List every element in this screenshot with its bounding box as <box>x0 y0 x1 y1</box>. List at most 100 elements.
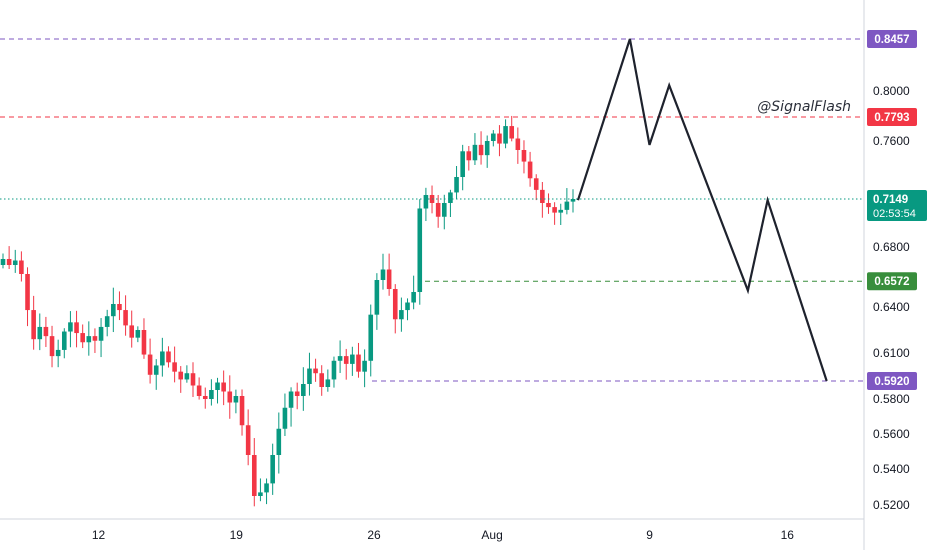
candle-body <box>533 178 539 190</box>
candle-body <box>411 292 416 303</box>
candle-body <box>111 304 116 317</box>
candle-body <box>160 351 165 366</box>
level-price-tag-text: 0.8457 <box>874 34 909 46</box>
candle-body <box>221 382 226 392</box>
candle-body <box>264 483 269 493</box>
candle-body <box>43 326 49 337</box>
candle-body <box>558 209 564 213</box>
candle-body <box>55 349 61 357</box>
candle-body <box>117 304 122 311</box>
candle-body <box>251 455 257 496</box>
price-axis[interactable]: 0.8000 0.7600 0.6800 0.6400 0.6100 0.5800 0.56… <box>873 84 910 512</box>
candle-body <box>392 289 398 320</box>
candle-body <box>417 208 423 292</box>
candle-body <box>491 133 496 141</box>
candle-body <box>86 336 92 343</box>
candle-body <box>239 396 245 426</box>
projection-path-line <box>576 38 828 382</box>
candle-body <box>282 407 288 429</box>
candle-body <box>233 396 239 403</box>
candle-body <box>441 202 447 217</box>
level-lines-layer <box>0 38 864 382</box>
level-price-tag <box>867 30 917 48</box>
candle-body <box>313 368 318 374</box>
candle-body <box>399 310 404 320</box>
candle-body <box>166 351 171 363</box>
candle-body <box>435 202 441 217</box>
candle-body <box>0 259 6 265</box>
time-tick-label: 12 <box>92 528 106 542</box>
price-tick-label: 0.6800 <box>873 240 910 254</box>
candle-body <box>31 310 36 340</box>
price-tick-label: 0.5400 <box>873 462 910 476</box>
candle-body <box>540 189 545 203</box>
candle-body <box>12 260 18 265</box>
candle-body <box>527 161 533 179</box>
candle-body <box>129 325 135 338</box>
price-tick-label: 0.5200 <box>873 498 910 512</box>
candle-body <box>288 391 294 408</box>
candle-body <box>454 177 459 193</box>
candle-body <box>448 192 453 203</box>
level-price-tag <box>867 372 917 390</box>
candle-body <box>196 385 202 396</box>
candle-body <box>466 151 472 161</box>
price-tick-label: 0.7600 <box>873 134 910 148</box>
price-tick-label: 0.6400 <box>873 300 910 314</box>
candle-body <box>270 455 275 484</box>
candle-body <box>325 379 331 387</box>
level-price-tag-text: 0.5920 <box>874 376 909 388</box>
candle-body <box>509 126 515 139</box>
price-tick-label: 0.6100 <box>873 346 910 360</box>
candle-body <box>98 326 104 341</box>
time-tick-label: 16 <box>781 528 795 542</box>
candle-body <box>92 336 98 341</box>
candle-body <box>202 396 208 399</box>
price-tick-label: 0.8000 <box>873 84 910 98</box>
time-axis[interactable]: 12 19 26 Aug 9 16 <box>92 528 794 542</box>
candle-body <box>350 354 355 364</box>
candle-body <box>478 144 484 156</box>
candle-body <box>515 138 521 151</box>
candle-body <box>104 316 110 327</box>
candle-body <box>337 356 343 361</box>
candle-body <box>141 330 147 355</box>
candle-body <box>215 382 220 390</box>
candle-body <box>209 390 214 399</box>
candle-body <box>343 356 349 364</box>
candle-body <box>25 274 30 311</box>
candle-body <box>570 199 576 202</box>
candle-body <box>331 360 337 380</box>
last-price-tag-text: 0.7149 <box>873 194 908 206</box>
time-tick-label: 26 <box>367 528 381 542</box>
candle-body <box>564 201 570 210</box>
candle-body <box>61 331 67 350</box>
candle-body <box>6 259 12 265</box>
candle-body <box>184 373 190 380</box>
candle-body <box>80 333 85 343</box>
candle-body <box>227 391 233 403</box>
candle-body <box>123 310 128 326</box>
level-price-tag <box>867 108 917 126</box>
candle-body <box>178 371 184 380</box>
candle-body <box>374 280 380 315</box>
countdown-text: 02:53:54 <box>873 208 916 220</box>
candle-body <box>74 322 79 334</box>
candle-body <box>245 425 251 455</box>
candle-body <box>301 384 306 396</box>
candle-body <box>546 202 551 208</box>
watermark-text: @SignalFlash <box>757 99 851 115</box>
candle-body <box>135 330 141 338</box>
candle-body <box>423 195 429 209</box>
level-price-tag-text: 0.6572 <box>874 276 909 288</box>
candle-body <box>386 269 392 289</box>
candle-body <box>521 150 527 162</box>
time-tick-label: 9 <box>646 528 653 542</box>
candle-body <box>68 322 73 332</box>
candle-body <box>460 151 465 178</box>
candle-body <box>258 492 263 496</box>
candle-body <box>356 354 361 372</box>
candle-body <box>37 326 43 340</box>
